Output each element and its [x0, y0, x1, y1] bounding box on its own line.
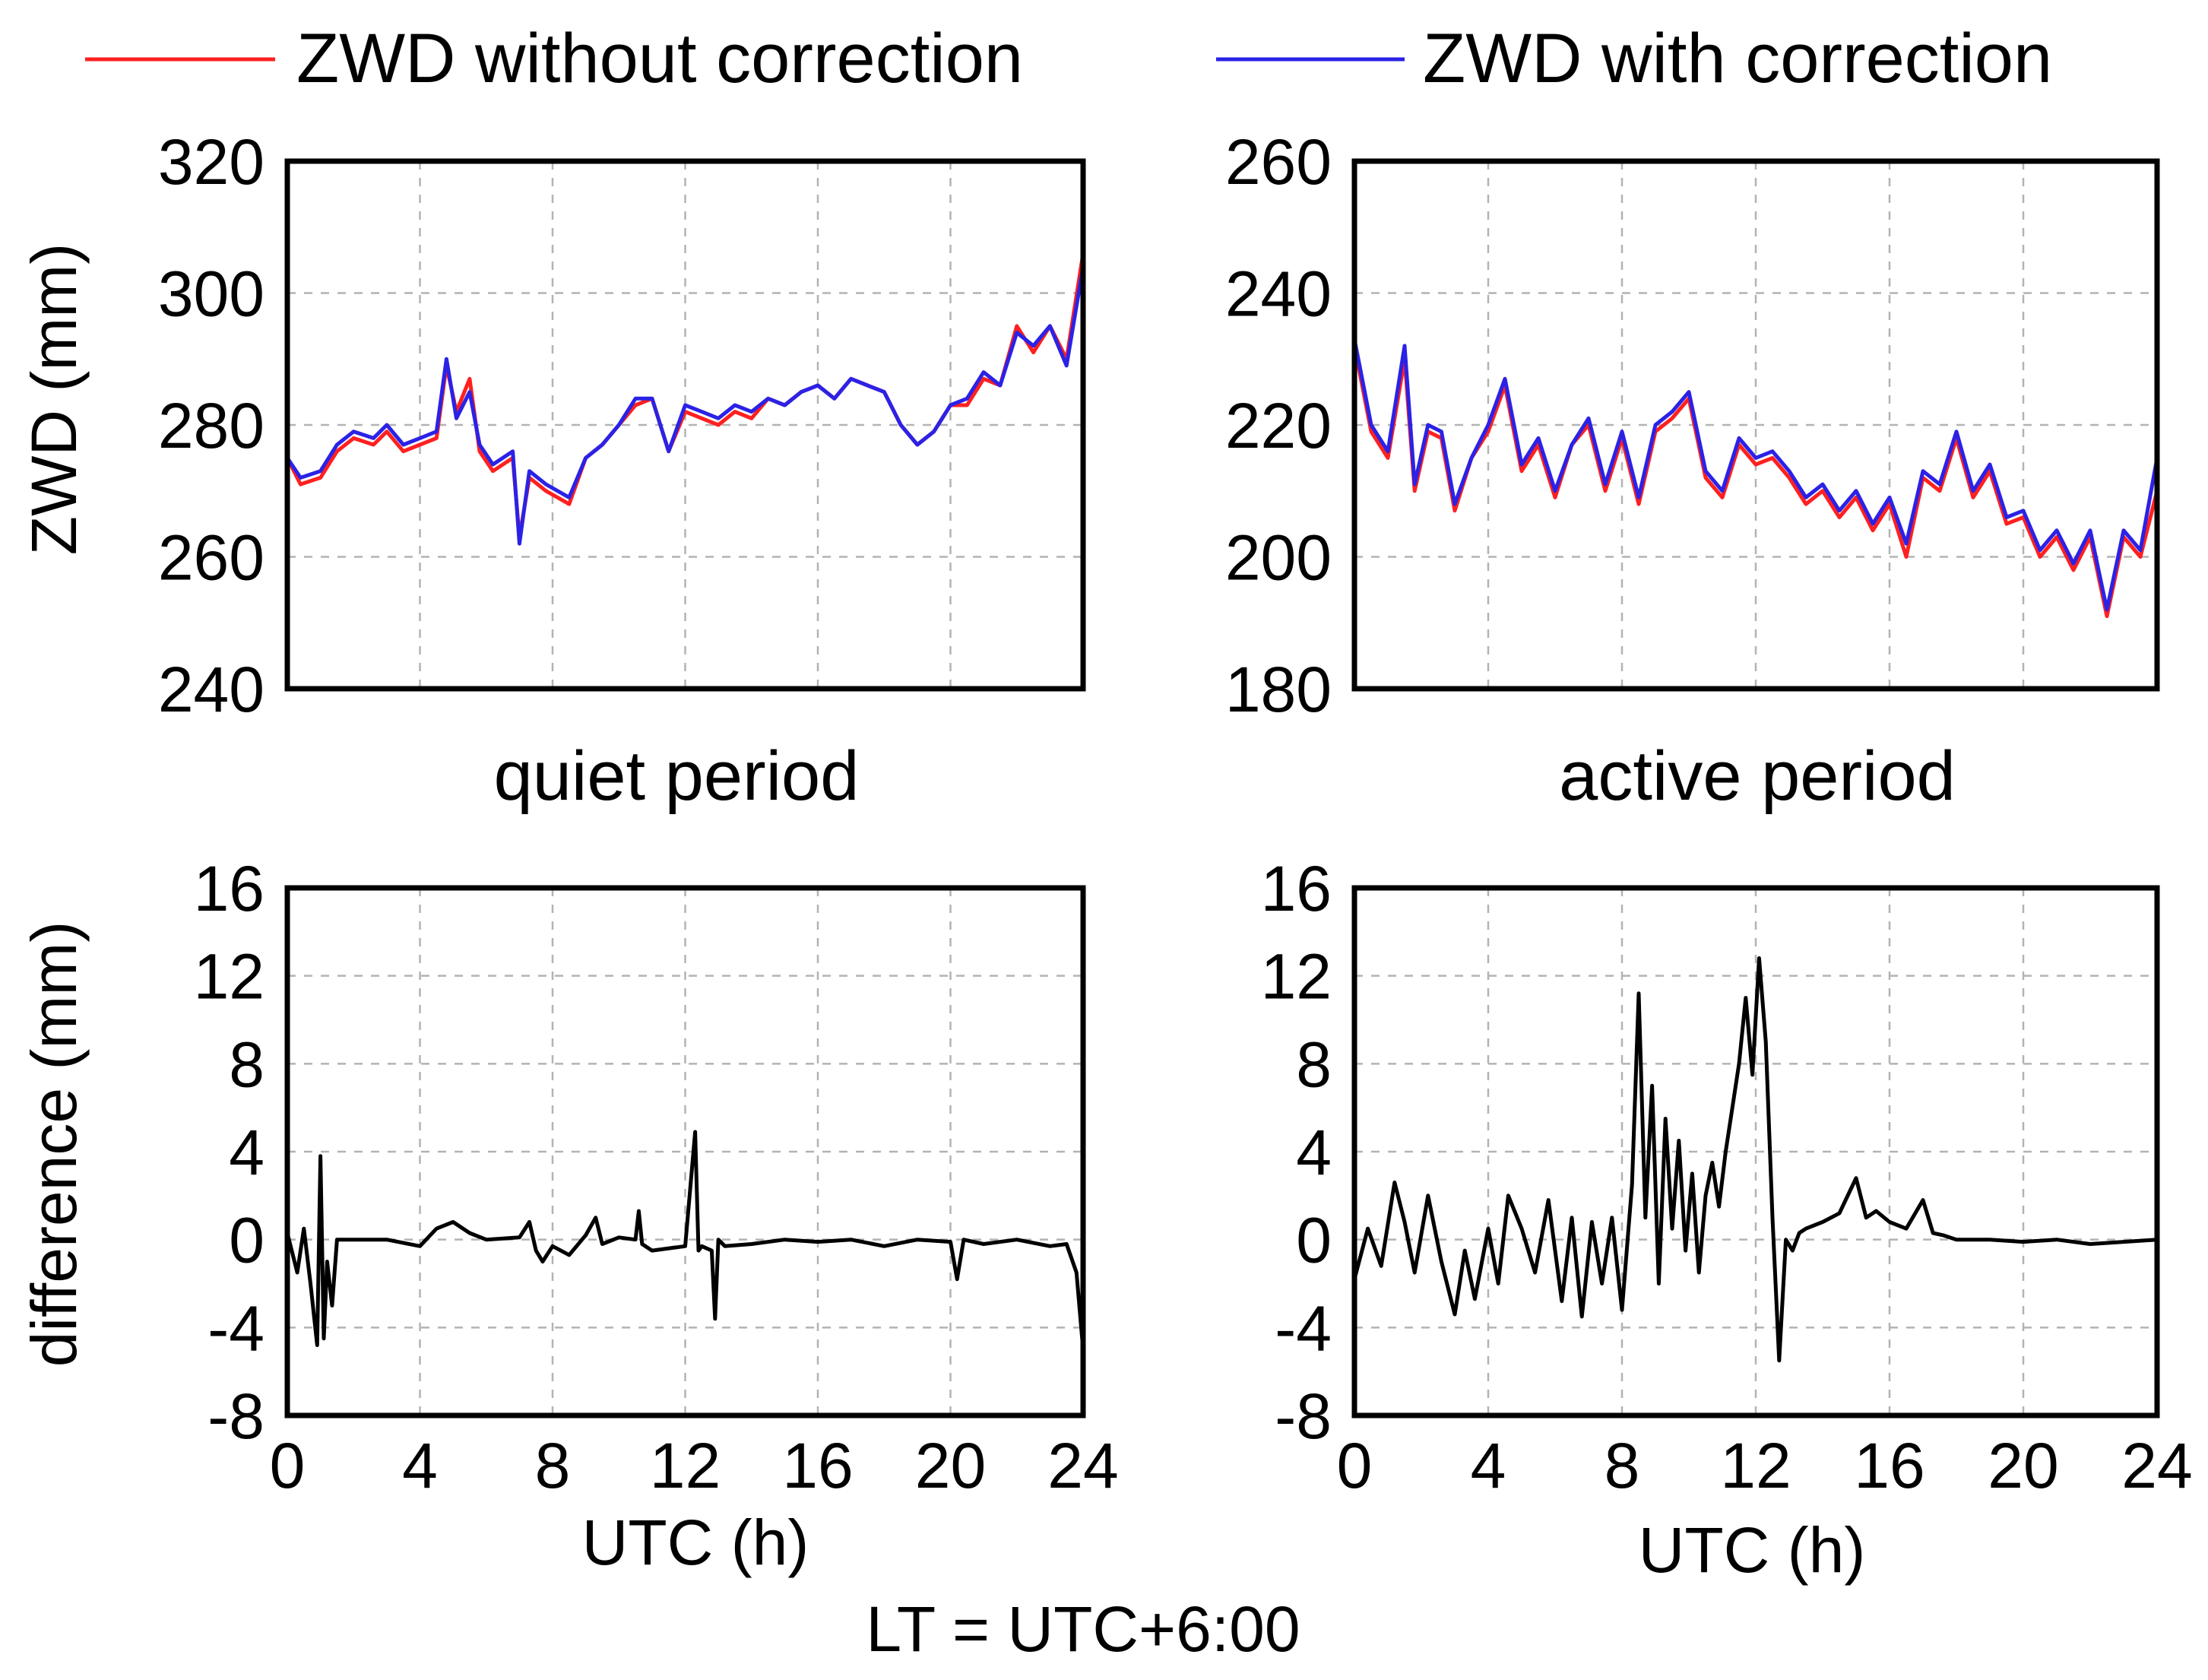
y-tick-label: 4 [1296, 1117, 1332, 1188]
y-tick-label: 0 [1296, 1205, 1332, 1276]
footer-note: LT = UTC+6:00 [866, 1593, 1300, 1665]
x-tick-label: 4 [1471, 1430, 1506, 1501]
x-tick-label: 12 [650, 1430, 721, 1501]
y-axis-label-zwd: ZWD (mm) [18, 243, 90, 555]
x-tick-label: 20 [915, 1430, 986, 1501]
x-tick-label: 24 [1047, 1430, 1118, 1501]
y-tick-label: 260 [158, 522, 265, 594]
y-tick-label: -4 [207, 1292, 265, 1364]
y-tick-label: 8 [1296, 1029, 1332, 1100]
x-tick-label: 16 [1854, 1430, 1924, 1501]
y-tick-label: 16 [1261, 853, 1332, 924]
y-tick-label: 260 [1225, 126, 1332, 198]
plot-frame [1351, 885, 2160, 1418]
legend-label-with-correction: ZWD with correction [1423, 20, 2052, 97]
y-tick-label: 4 [229, 1117, 265, 1188]
y-tick-label: 12 [1261, 941, 1332, 1013]
y-tick-label: 220 [1225, 390, 1332, 461]
plot-frame [1351, 158, 2160, 692]
panel-zwd-active: 180 200 220 240 260 [1225, 126, 2160, 725]
x-tick-label: 12 [1720, 1430, 1791, 1501]
x-tick-label: 0 [1337, 1430, 1373, 1501]
x-tick-label: 8 [535, 1430, 571, 1501]
series-line [285, 1130, 1085, 1350]
legend: ZWD without correction ZWD with correcti… [85, 20, 2052, 97]
y-tick-label: 240 [1225, 258, 1332, 330]
y-tick-label: 240 [158, 654, 265, 725]
x-tick-label: 0 [270, 1430, 306, 1501]
y-tick-label: -8 [207, 1380, 265, 1452]
y-tick-label: 200 [1225, 522, 1332, 594]
series-line [285, 266, 1085, 546]
legend-label-without-correction: ZWD without correction [296, 20, 1023, 97]
y-tick-label: 300 [158, 258, 265, 330]
x-tick-label: 24 [2121, 1430, 2192, 1501]
panel-title-active: active period [1559, 737, 1956, 815]
plot-frame [284, 158, 1086, 692]
panel-title-quiet: quiet period [494, 737, 860, 815]
x-axis-label-right: UTC (h) [1639, 1514, 1866, 1586]
y-axis-label-difference: difference (mm) [18, 921, 90, 1368]
x-tick-label: 4 [402, 1430, 438, 1501]
y-tick-label: 0 [229, 1205, 265, 1276]
y-tick-label: -8 [1275, 1380, 1332, 1452]
y-tick-label: -4 [1275, 1292, 1332, 1364]
x-tick-label: 16 [782, 1430, 853, 1501]
y-tick-label: 180 [1225, 654, 1332, 725]
x-tick-label: 20 [1988, 1430, 2058, 1501]
series-line [1352, 338, 2159, 612]
y-tick-label: 12 [194, 941, 265, 1013]
y-tick-label: 16 [194, 853, 265, 924]
x-axis-label-left: UTC (h) [582, 1507, 809, 1578]
plot-frame [284, 885, 1086, 1418]
series-line [1352, 956, 2158, 1363]
x-tick-label: 8 [1605, 1430, 1640, 1501]
y-tick-label: 8 [229, 1029, 265, 1100]
panel-zwd-quiet: 240 260 280 300 320 [158, 126, 1086, 725]
y-tick-label: 320 [158, 126, 265, 198]
y-tick-label: 280 [158, 390, 265, 461]
